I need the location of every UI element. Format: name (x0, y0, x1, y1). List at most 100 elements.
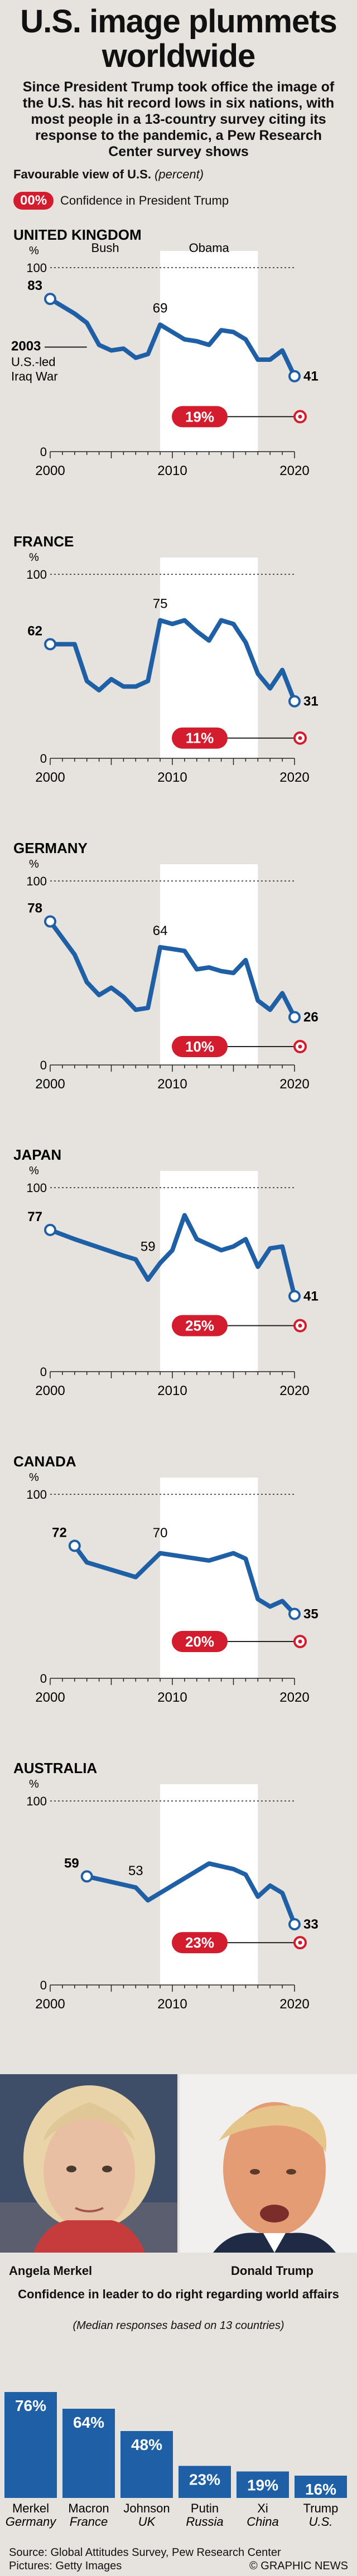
y-unit-label: % (29, 1471, 39, 1484)
x-tick-label: 2010 (157, 1690, 187, 1705)
x-tick-label: 2000 (35, 1077, 65, 1092)
data-label: 53 (128, 1863, 143, 1878)
x-tick-label: 2020 (279, 463, 309, 478)
chart-canada: CANADA% 0 100 2000 2010 2020 72 70 35 20% (13, 1453, 319, 1705)
confidence-marker-dot (298, 1639, 302, 1644)
bar-country-name: China (247, 2515, 278, 2529)
data-label: 77 (27, 1209, 42, 1224)
y-unit-label: % (29, 858, 39, 870)
source-note: Source: Global Attitudes Survey, Pew Res… (9, 2546, 281, 2559)
data-label: 59 (64, 1856, 79, 1871)
data-label: 31 (303, 694, 319, 709)
confidence-pill (172, 1315, 228, 1337)
annotation-line: Iraq War (11, 370, 58, 384)
bar-leader-name: Johnson (123, 2501, 170, 2515)
y-tick-label: 100 (26, 1488, 47, 1502)
series-end-marker (288, 370, 301, 382)
confidence-marker-dot (298, 1940, 302, 1945)
confidence-value: 19% (185, 408, 214, 425)
x-tick-label: 2020 (279, 1690, 309, 1705)
y-tick-label: 100 (26, 1794, 47, 1808)
favourable-label-text: Favourable view of U.S. (13, 167, 151, 181)
y-tick-label: 100 (26, 1181, 47, 1195)
data-label: 41 (303, 1289, 319, 1304)
y-tick-label: 0 (40, 752, 47, 766)
subtitle: Since President Trump took office the im… (22, 79, 335, 159)
data-label: 72 (52, 1525, 67, 1540)
x-tick-label: 2010 (157, 1383, 187, 1398)
bar-leader-name: Macron (68, 2501, 109, 2515)
series-start-marker (44, 915, 56, 928)
bar-chart-title: Confidence in leader to do right regardi… (18, 2287, 339, 2301)
y-tick-label: 0 (40, 1672, 47, 1686)
bar-leader-name: Trump (303, 2501, 339, 2515)
chart-title: FRANCE (13, 533, 74, 550)
series-start-marker (44, 1223, 56, 1236)
confidence-value: 25% (185, 1318, 214, 1334)
bar-leader-name: Xi (257, 2501, 268, 2515)
bar-country-name: UK (138, 2515, 156, 2529)
series-end-marker (288, 1918, 301, 1931)
annotation-year: 2003 (11, 339, 41, 354)
merkel-photo (0, 2074, 177, 2253)
bar-leader-name: Putin (191, 2501, 219, 2515)
y-unit-label: % (29, 551, 39, 564)
x-tick-label: 2020 (279, 770, 309, 785)
chart-australia: AUSTRALIA% 0 100 2000 2010 2020 59 53 33 23% (13, 1760, 319, 2012)
x-tick-label: 2000 (35, 770, 65, 785)
bar-value-label: 76% (15, 2397, 46, 2414)
x-tick-label: 2020 (279, 1997, 309, 2012)
x-tick-label: 2000 (35, 1690, 65, 1705)
bar-country-name: Germany (6, 2515, 57, 2529)
y-tick-label: 100 (26, 874, 47, 888)
series-line (84, 1861, 297, 1927)
x-tick-label: 2000 (35, 1997, 65, 2012)
footer: Source: Global Attitudes Survey, Pew Res… (9, 2546, 348, 2573)
series-end-marker (288, 1290, 301, 1302)
bar-value-label: 64% (73, 2414, 104, 2431)
bar-trump (295, 2476, 347, 2498)
bar-xi (237, 2471, 289, 2498)
confidence-pill (172, 1932, 228, 1954)
chart-title: JAPAN (13, 1146, 61, 1163)
y-tick-label: 0 (40, 445, 47, 459)
y-unit-label: % (29, 1778, 39, 1790)
credit: © GRAPHIC NEWS (249, 2560, 348, 2572)
y-unit-label: % (29, 1165, 39, 1177)
x-tick-label: 2000 (35, 1383, 65, 1398)
merkel-caption: Angela Merkel (9, 2264, 93, 2278)
bar-chart-subtitle: (Median responses based on 13 countries) (73, 2320, 284, 2332)
bar-value-label: 16% (305, 2481, 336, 2498)
series-end-marker (288, 695, 301, 708)
series-end-marker (288, 1607, 301, 1620)
pictures-note: Pictures: Getty Images (9, 2560, 122, 2572)
bar-leader-name: Merkel (12, 2501, 49, 2515)
confidence-marker-dot (298, 414, 302, 419)
x-tick-label: 2010 (157, 770, 187, 785)
series-line (48, 919, 297, 1020)
x-tick-label: 2010 (157, 1997, 187, 2012)
confidence-value: 23% (185, 1934, 214, 1951)
y-tick-label: 0 (40, 1978, 47, 1992)
x-tick-label: 2010 (157, 1077, 187, 1092)
data-label: 69 (153, 301, 168, 316)
confidence-marker-dot (298, 736, 302, 740)
data-label: 78 (27, 901, 42, 916)
x-tick-label: 2020 (279, 1077, 309, 1092)
obama-era-band (160, 1171, 258, 1372)
chart-france: FRANCE% 0 100 2000 2010 2020 62 75 31 11% (13, 533, 319, 785)
favourable-view-label: Favourable view of U.S. (percent) (13, 167, 204, 182)
leader-photos (0, 2074, 357, 2253)
series-start-marker (68, 1539, 81, 1552)
annotation-line: U.S.-led (11, 355, 55, 369)
y-tick-label: 0 (40, 1058, 47, 1072)
x-tick-label: 2000 (35, 463, 65, 478)
data-label: 64 (153, 923, 168, 938)
series-line (48, 618, 297, 704)
chart-japan: JAPAN% 0 100 2000 2010 2020 77 59 41 25% (13, 1146, 319, 1398)
legend-pill: 00% (13, 192, 54, 210)
data-label: 26 (303, 1010, 319, 1025)
data-label: 33 (303, 1917, 319, 1932)
chart-germany: GERMANY% 0 100 2000 2010 2020 78 64 26 10% (13, 840, 319, 1092)
